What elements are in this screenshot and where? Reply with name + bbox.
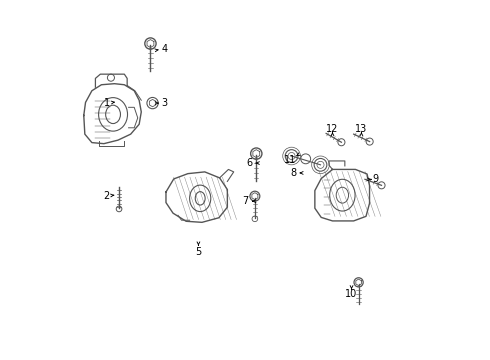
Text: 6: 6 (246, 158, 252, 168)
Text: 10: 10 (345, 289, 358, 298)
Text: 7: 7 (243, 196, 249, 206)
Text: 13: 13 (355, 124, 368, 134)
Text: 4: 4 (162, 44, 168, 54)
Text: 5: 5 (196, 247, 201, 257)
Text: 11: 11 (284, 154, 296, 165)
Text: 12: 12 (326, 124, 339, 134)
Text: 1: 1 (104, 98, 110, 108)
Text: 9: 9 (372, 174, 379, 184)
Text: 3: 3 (162, 98, 168, 108)
Text: 2: 2 (103, 191, 110, 201)
Text: 8: 8 (291, 168, 297, 178)
